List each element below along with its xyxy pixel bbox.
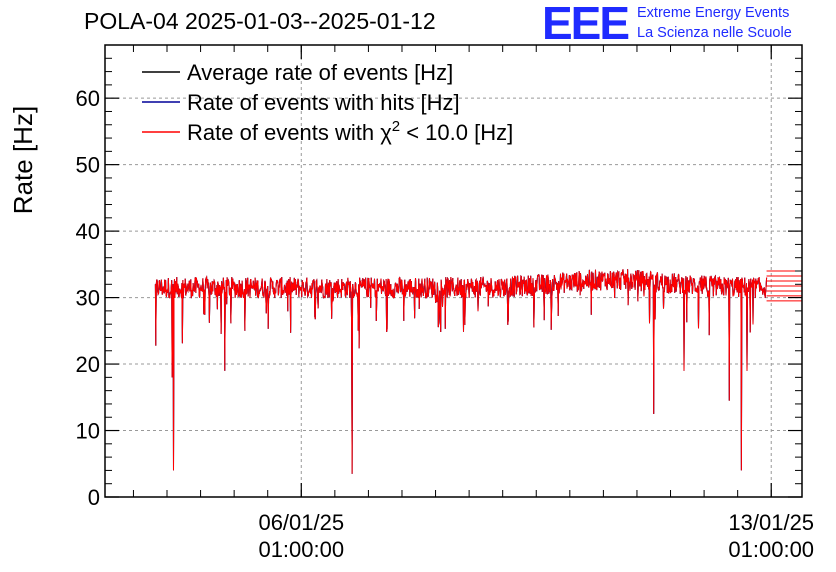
x-tick-label-time: 01:00:00 (258, 537, 344, 562)
y-tick-label: 10 (76, 419, 100, 444)
y-tick-label: 60 (76, 86, 100, 111)
legend: Average rate of events [Hz] Rate of event… (142, 60, 513, 145)
logo-line-2: La Scienza nelle Scuole (637, 25, 792, 41)
series-layer (154, 269, 802, 474)
chart-title: POLA-04 2025-01-03--2025-01-12 (84, 8, 436, 34)
legend-label: Average rate of events [Hz] (187, 60, 453, 85)
series-average-rate (154, 269, 768, 474)
eee-logo-text: Extreme Energy Events La Scienza nelle S… (637, 3, 792, 43)
x-tick-label-date: 06/01/25 (258, 510, 344, 535)
y-tick-label: 20 (76, 352, 100, 377)
y-axis-label: Rate [Hz] (8, 106, 38, 214)
legend-label: Rate of events with χ2 < 10.0 [Hz] (187, 118, 513, 145)
x-tick-label-date: 13/01/25 (728, 510, 814, 535)
eee-logo: EEE (542, 0, 630, 49)
axes: 010203040506006/01/2501:00:0013/01/2501:… (76, 44, 814, 562)
x-tick-label-time: 01:00:00 (728, 537, 814, 562)
logo-line-1: Extreme Energy Events (637, 5, 790, 21)
series-rate-with-hits (154, 269, 768, 474)
legend-label: Rate of events with hits [Hz] (187, 90, 460, 115)
y-tick-label: 30 (76, 286, 100, 311)
y-tick-label: 50 (76, 153, 100, 178)
y-tick-label: 0 (88, 485, 100, 510)
y-tick-label: 40 (76, 219, 100, 244)
grid-lines (105, 45, 802, 497)
series-rate-chi2 (154, 269, 768, 474)
